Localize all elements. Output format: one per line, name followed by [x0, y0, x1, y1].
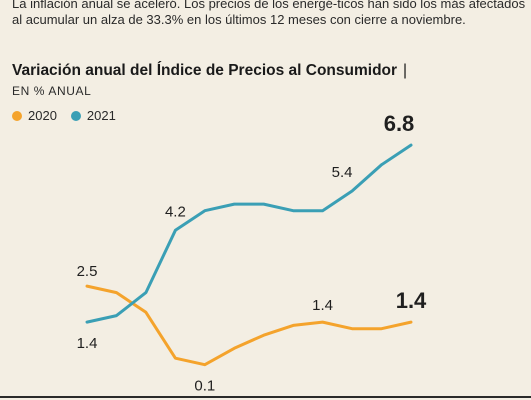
data-label-2021-9: 5.4	[332, 164, 353, 181]
legend-item-2021: 2021	[70, 108, 116, 123]
data-label-2020-0: 2.5	[77, 263, 98, 280]
chart-title: Variación anual del Índice de Precios al…	[12, 62, 398, 79]
intro-text: La inflación anual se aceleró. Los preci…	[12, 0, 526, 27]
legend-item-2020: 2020	[12, 108, 57, 123]
legend-swatch-2021	[70, 110, 81, 121]
legend-swatch-2020	[12, 110, 22, 121]
data-label-2020-4: 0.1	[194, 378, 215, 395]
chart-legend: 2020 2021	[12, 108, 130, 123]
data-label-2021-3: 4.2	[165, 203, 186, 220]
series-line-2021	[85, 143, 413, 324]
data-label-2021-0: 1.4	[77, 335, 98, 352]
data-label-2020-8: 1.4	[312, 297, 333, 314]
data-label-2021-11: 6.8	[384, 111, 415, 136]
chart-subtitle: EN % ANUAL	[12, 84, 92, 98]
chart-title-row: Variación anual del Índice de Precios al…	[12, 62, 527, 80]
series-line-2020	[85, 284, 413, 367]
chart-baseline	[0, 396, 531, 398]
legend-label-2021: 2021	[86, 108, 116, 123]
data-label-2020-11: 1.4	[396, 288, 427, 313]
legend-label-2020: 2020	[28, 108, 57, 123]
title-separator: |	[403, 62, 408, 79]
